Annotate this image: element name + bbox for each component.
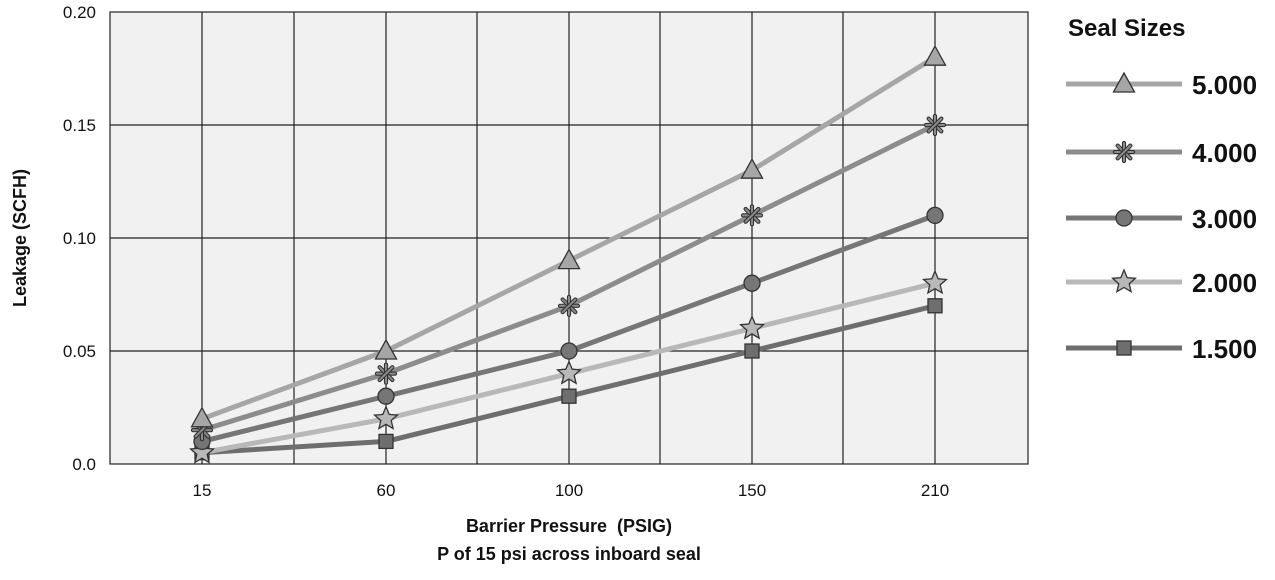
legend-title: Seal Sizes (1068, 15, 1185, 42)
legend-label: 5.000 (1192, 70, 1257, 100)
x-axis-sublabel: P of 15 psi across inboard seal (437, 544, 701, 564)
data-point-5.000 (740, 157, 764, 179)
y-tick-label: 0.20 (63, 3, 96, 22)
x-tick-label: 210 (921, 481, 949, 500)
data-point-2.000 (189, 439, 215, 464)
legend-label: 3.000 (1192, 204, 1257, 234)
legend-marker (1111, 268, 1137, 294)
data-point-2.000 (556, 359, 582, 385)
data-point-2.000 (373, 405, 399, 430)
y-tick-label: 0.05 (63, 342, 96, 361)
y-tick-label: 0.0 (72, 455, 96, 474)
legend-label: 4.000 (1192, 138, 1257, 168)
data-point-4.000 (923, 113, 947, 137)
legend-item: 4.000 (1066, 138, 1257, 168)
legend-marker (1116, 340, 1132, 356)
data-point-5.000 (374, 338, 398, 360)
data-point-3.000 (743, 274, 761, 292)
x-tick-label: 15 (193, 481, 212, 500)
data-point-2.000 (739, 314, 765, 340)
legend-marker (1112, 71, 1136, 93)
data-point-5.000 (557, 248, 581, 270)
data-point-4.000 (740, 204, 764, 227)
x-tick-label: 60 (377, 481, 396, 500)
legend: Seal Sizes 5.000 4.000 3.000 2.000 1.500 (1066, 15, 1257, 364)
data-point-1.500 (378, 433, 394, 450)
x-tick-label: 150 (738, 481, 766, 500)
y-tick-label: 0.15 (63, 116, 96, 135)
data-point-4.000 (557, 294, 581, 317)
legend-label: 2.000 (1192, 268, 1257, 298)
y-axis-label: Leakage (SCFH) (10, 169, 30, 307)
legend-marker (1115, 209, 1133, 227)
legend-item: 2.000 (1066, 268, 1257, 298)
data-point-1.500 (744, 343, 760, 359)
x-axis-ticks: 15 60 100 150 210 (193, 481, 950, 500)
data-point-2.000 (922, 269, 948, 295)
y-tick-label: 0.10 (63, 229, 96, 248)
legend-marker (1112, 140, 1136, 164)
data-point-5.000 (923, 44, 947, 66)
legend-item: 5.000 (1066, 70, 1257, 100)
data-point-3.000 (560, 342, 578, 360)
legend-item: 3.000 (1066, 204, 1257, 234)
legend-item: 1.500 (1066, 334, 1257, 364)
x-axis-label: Barrier Pressure (PSIG) (466, 516, 672, 536)
y-axis-ticks: 0.0 0.05 0.10 0.15 0.20 (63, 3, 96, 474)
legend-label: 1.500 (1192, 334, 1257, 364)
data-point-4.000 (374, 362, 398, 385)
data-point-3.000 (926, 206, 944, 225)
data-point-5.000 (190, 406, 214, 428)
data-point-3.000 (377, 387, 395, 405)
x-tick-label: 100 (555, 481, 583, 500)
data-point-1.500 (561, 388, 577, 404)
data-point-1.500 (927, 298, 943, 314)
series-markers (189, 44, 948, 464)
